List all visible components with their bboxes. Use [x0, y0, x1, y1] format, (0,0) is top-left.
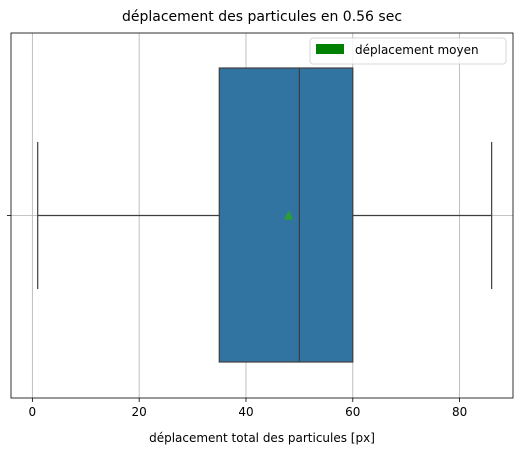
iqr-box [218, 67, 354, 363]
legend-swatch [316, 44, 344, 54]
x-tick-label: 40 [238, 405, 253, 419]
legend: déplacement moyen [309, 37, 507, 65]
x-axis-ticks: 0 20 40 60 80 [29, 398, 467, 419]
x-axis-label: déplacement total des particules [px] [149, 431, 375, 445]
mean-marker [284, 210, 294, 220]
x-tick-label: 20 [132, 405, 147, 419]
x-tick-label: 80 [452, 405, 467, 419]
legend-label: déplacement moyen [355, 43, 479, 57]
x-tick-label: 0 [29, 405, 37, 419]
chart-title: déplacement des particules en 0.56 sec [122, 9, 402, 25]
box-plot [37, 67, 493, 363]
legend-frame [309, 37, 507, 65]
x-tick-label: 60 [345, 405, 360, 419]
